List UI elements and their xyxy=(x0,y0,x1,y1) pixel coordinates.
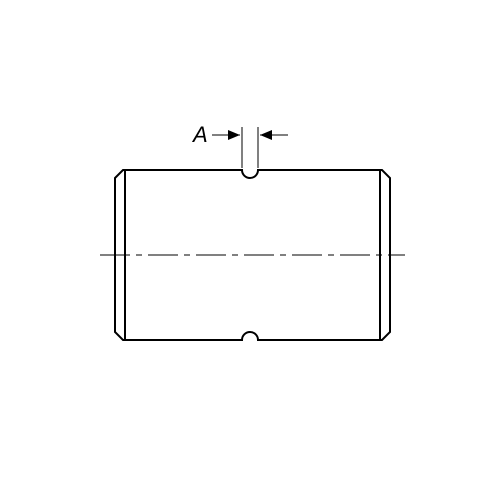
coupling-diagram: A xyxy=(0,0,500,500)
dim-arrowhead-right xyxy=(260,130,272,140)
dim-arrowhead-left xyxy=(228,130,240,140)
dimension-label-a: A xyxy=(191,122,208,147)
